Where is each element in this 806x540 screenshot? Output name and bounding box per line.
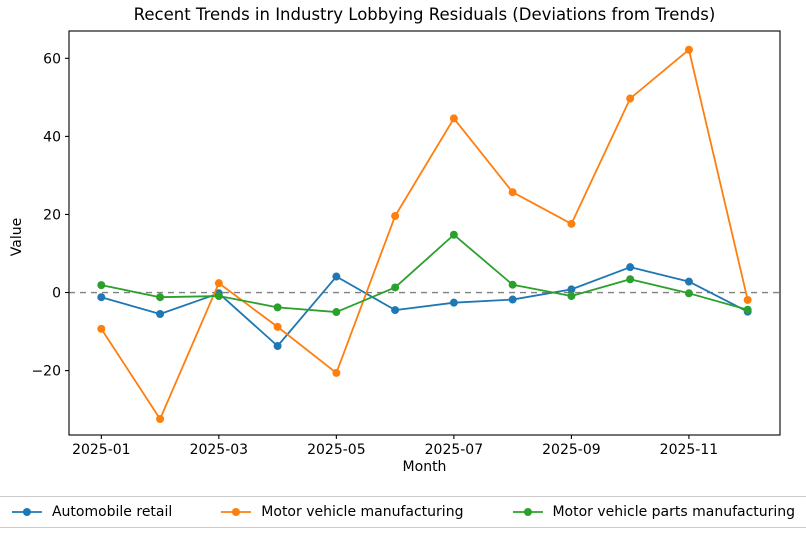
legend-label: Automobile retail: [51, 504, 173, 520]
legend-item: Automobile retail: [11, 504, 172, 520]
legend-box: Automobile retail Motor vehicle manufact…: [0, 496, 806, 528]
data-point: [684, 289, 693, 298]
data-point: [273, 322, 282, 331]
data-point: [684, 45, 693, 54]
y-tick-label: 0: [52, 286, 61, 302]
x-axis-label: Month: [402, 459, 447, 475]
y-axis-label: Value: [9, 217, 25, 257]
data-point: [508, 188, 517, 197]
series-line: [101, 233, 748, 313]
data-point: [332, 308, 341, 317]
data-point: [156, 414, 165, 423]
legend-label: Motor vehicle parts manufacturing: [552, 504, 796, 520]
data-point: [626, 94, 635, 103]
data-point: [508, 295, 517, 304]
series-line: [100, 48, 749, 420]
data-point: [567, 292, 576, 301]
series-line: [101, 266, 749, 347]
data-point: [214, 292, 223, 301]
data-point: [626, 275, 635, 284]
y-tick-label: 40: [43, 129, 61, 145]
data-point: [273, 342, 282, 351]
data-point: [626, 263, 635, 272]
plot-canvas: 2025-01 2025-03 2025-05 2025-07 2025-09 2025-…: [31, 30, 781, 458]
y-tick-label: 60: [43, 51, 61, 67]
chart-title: Recent Trends in Industry Lobbying Resid…: [133, 5, 716, 24]
data-point: [391, 283, 400, 292]
legend-item: Motor vehicle manufacturing: [220, 504, 463, 520]
legend-label: Motor vehicle manufacturing: [261, 504, 464, 520]
x-tick-label: 2025-01: [72, 442, 131, 458]
legend-line-marker-icon: [221, 508, 252, 516]
data-point: [743, 295, 752, 304]
data-point: [97, 324, 106, 333]
data-point: [449, 298, 458, 307]
y-tick-label: −20: [31, 364, 61, 380]
legend-line-marker-icon: [11, 508, 42, 516]
data-point: [567, 219, 576, 228]
data-point: [391, 212, 400, 221]
plot-border: [68, 30, 781, 436]
x-tick-label: 2025-07: [425, 442, 484, 458]
data-point: [97, 281, 106, 290]
y-tick-label: 20: [43, 207, 61, 223]
data-point: [684, 277, 693, 286]
legend-item: Motor vehicle parts manufacturing: [511, 504, 795, 520]
x-tick-label: 2025-11: [660, 442, 719, 458]
data-point: [743, 305, 752, 314]
data-point: [332, 272, 341, 281]
data-point: [449, 230, 458, 239]
data-point: [332, 368, 341, 377]
legend-line-marker-icon: [512, 508, 543, 516]
x-tick-label: 2025-05: [307, 442, 366, 458]
data-point: [156, 309, 165, 318]
x-tick-label: 2025-09: [542, 442, 601, 458]
data-point: [449, 114, 458, 123]
x-tick-label: 2025-03: [190, 442, 249, 458]
data-point: [391, 306, 400, 315]
data-point: [567, 285, 576, 294]
data-point: [156, 293, 165, 302]
data-point: [97, 293, 106, 302]
data-point: [508, 280, 517, 289]
data-point: [273, 303, 282, 312]
data-point: [214, 279, 223, 288]
